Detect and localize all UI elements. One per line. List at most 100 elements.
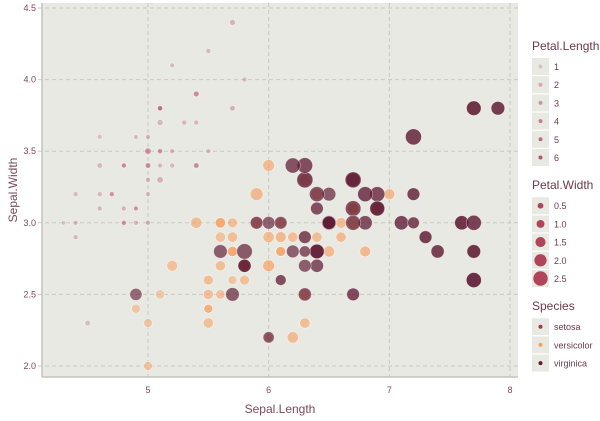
legend-point-icon [538,64,543,69]
data-point-virginica [407,216,420,229]
data-point-virginica [418,230,433,244]
legend-label: 0.5 [554,201,567,211]
data-point-setosa [133,220,139,226]
legend-point-icon [535,237,546,248]
data-point-versicolor [227,275,238,285]
data-point-virginica [405,128,422,146]
legend-label: 2 [554,80,559,90]
data-point-setosa [156,119,164,126]
data-point-versicolor [131,304,141,314]
legend-title: Petal.Width [532,178,593,192]
x-axis-title: Sepal.Length [245,402,316,416]
data-point-virginica [369,200,386,217]
plot-panel [38,3,518,381]
data-point-versicolor [335,231,347,243]
legend-label: versicolor [554,340,593,350]
y-axis-title: Sepal.Width [6,158,20,223]
legend-key [532,58,549,75]
y-tick-label: 3.0 [23,218,36,228]
data-point-setosa [96,205,103,212]
data-point-setosa [72,220,79,226]
data-point-virginica [284,157,301,174]
legend-point-icon [538,100,543,105]
legend-point-icon [536,219,545,228]
data-point-setosa [145,177,151,183]
legend-label: 3 [554,98,559,108]
legend-key [532,94,549,112]
data-point-virginica [466,244,481,259]
legend-label: 1.0 [554,219,567,229]
data-point-setosa [193,119,200,126]
data-point-setosa [96,191,103,197]
data-point-virginica [344,171,362,189]
legend-label: setosa [554,322,581,332]
legend-label: 1 [554,62,559,72]
data-point-virginica [286,244,300,259]
data-point-versicolor [203,304,214,314]
legend-point-icon [538,137,543,142]
data-point-virginica [309,186,325,202]
data-point-virginica [237,258,252,273]
data-point-versicolor [202,288,214,300]
data-point-virginica [236,243,253,260]
data-point-setosa [145,162,151,169]
data-point-setosa [157,148,164,155]
panel-background [42,3,518,377]
data-point-versicolor [299,317,311,329]
data-point-virginica [249,216,264,230]
legend-point-icon [534,254,547,267]
x-tick-label: 5 [145,385,150,395]
data-point-setosa [229,105,236,112]
data-point-versicolor [143,361,153,371]
data-point-setosa [169,62,175,68]
data-point-setosa [84,320,91,327]
data-point-virginica [129,288,143,301]
data-point-versicolor [359,245,371,258]
legend-label: 5 [554,135,559,145]
data-point-setosa [133,205,139,212]
data-point-virginica [345,200,362,217]
data-point-setosa [241,76,248,83]
data-point-versicolor [227,217,238,228]
data-point-setosa [109,191,115,197]
data-point-virginica [298,259,312,273]
data-point-setosa [121,162,127,169]
data-point-versicolor [202,317,214,329]
data-point-versicolor [275,246,286,257]
legend-point-icon [537,202,544,209]
legend-point-icon [538,119,543,124]
x-tick-label: 7 [387,385,392,395]
data-point-virginica [346,287,360,302]
legend: Petal.Length 1 2 3 4 5 6 Petal.Width 0.5 1.0 1.5 2.… [532,39,599,372]
legend-point-icon [538,324,543,329]
data-point-versicolor [335,217,347,229]
data-point-virginica [262,331,275,344]
data-point-versicolor [323,245,335,258]
data-point-virginica [310,258,324,273]
y-tick-label: 3.5 [23,146,36,156]
data-point-setosa [193,90,200,98]
data-point-setosa [96,134,103,140]
data-point-versicolor [262,231,275,244]
legend-label: 6 [554,153,559,163]
data-point-setosa [157,162,163,169]
data-point-versicolor [203,274,214,286]
data-point-versicolor [311,231,323,243]
data-point-virginica [298,230,312,244]
data-point-versicolor [249,187,264,201]
data-point-setosa [96,162,103,169]
data-point-virginica [465,214,482,231]
data-point-versicolor [286,331,299,344]
data-point-versicolor [262,259,275,272]
data-point-setosa [156,104,164,112]
data-point-versicolor [227,231,238,243]
legend-label: 4 [554,117,559,127]
axes: 5 6 7 8 2.0 2.5 3.0 3.5 4.0 4.5 [23,3,512,395]
data-point-setosa [60,220,67,226]
data-point-virginica [310,201,324,216]
data-point-setosa [144,147,152,155]
data-point-setosa [144,162,152,169]
data-point-versicolor [190,216,203,229]
data-point-virginica [225,287,240,302]
data-point-setosa [144,148,152,155]
